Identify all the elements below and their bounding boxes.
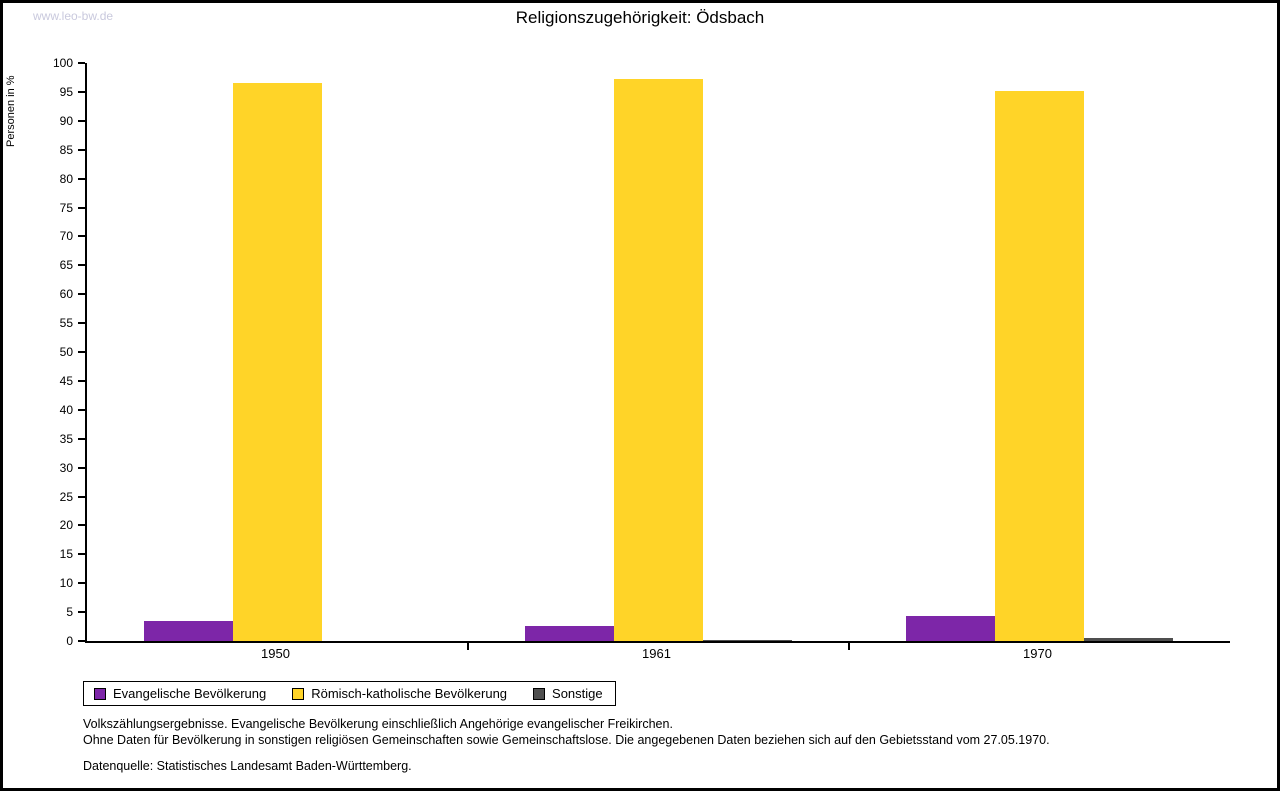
legend-item: Evangelische Bevölkerung [94,686,266,701]
y-tick [78,582,85,585]
bar [703,640,792,641]
y-tick-label: 75 [59,200,73,215]
y-tick [78,235,85,238]
y-tick [78,264,85,267]
y-tick-label: 60 [59,287,73,302]
legend-label: Evangelische Bevölkerung [113,686,267,701]
y-tick [78,495,85,498]
y-tick [78,62,85,64]
y-tick-label: 5 [66,605,73,620]
y-tick-label: 45 [59,373,73,388]
footnote-source: Datenquelle: Statistisches Landesamt Bad… [83,759,412,773]
y-tick [78,524,85,527]
x-tick-label: 1961 [642,646,671,661]
y-tick-label: 100 [52,56,73,70]
y-tick [78,119,85,122]
x-axis-labels: 1950 1961 1970 [85,646,1228,662]
bar [995,90,1084,641]
legend-item: Römisch-katholische Bevölkerung [292,686,507,701]
y-tick [78,408,85,411]
bar [233,83,322,641]
x-tick-label: 1970 [1023,646,1052,661]
y-tick-label: 25 [59,489,73,504]
legend-label: Sonstige [552,686,603,701]
x-tick [467,643,469,650]
y-tick-label: 65 [59,258,73,273]
y-tick [78,351,85,353]
y-tick [78,640,85,642]
watermark: www.leo-bw.de [33,9,114,23]
y-tick-label: 95 [59,84,73,99]
y-tick-label: 35 [59,431,73,446]
legend-swatch [533,687,546,700]
y-tick [78,437,85,440]
y-tick-label: 55 [59,316,73,331]
y-tick [78,466,85,469]
y-tick [78,611,85,614]
y-tick-label: 30 [59,460,73,475]
y-tick-label: 80 [59,171,73,186]
legend: Evangelische Bevölkerung Römisch-katholis… [83,681,616,706]
y-tick-label: 85 [59,142,73,157]
y-tick [78,293,85,296]
y-tick-label: 15 [59,547,73,562]
footnotes: Volkszählungsergebnisse. Evangelische Be… [83,716,1050,774]
legend-swatch [292,687,305,700]
y-tick [78,379,85,382]
y-tick-label: 40 [59,402,73,417]
y-tick-label: 90 [59,113,73,128]
x-tick-label: 1950 [261,646,290,661]
legend-item: Sonstige [533,686,603,701]
bar [525,625,614,641]
y-tick-label: 70 [59,229,73,244]
y-tick [78,206,85,209]
bar [906,616,995,641]
footnote-line: Volkszählungsergebnisse. Evangelische Be… [83,717,673,731]
y-tick [78,177,85,180]
y-tick [78,90,85,93]
x-tick [848,643,850,650]
y-tick [78,322,85,325]
chart-title: Religionszugehörigkeit: Ödsbach [515,8,765,27]
bar [144,620,233,641]
footnote-line: Ohne Daten für Bevölkerung in sonstigen … [83,733,1050,747]
y-tick-label: 50 [59,345,73,359]
y-tick [78,148,85,151]
bar [614,78,703,641]
legend-swatch [94,687,106,700]
bar [1084,637,1173,641]
y-tick [78,553,85,556]
y-tick-label: 0 [66,634,73,648]
y-tick-label: 20 [59,518,73,533]
y-axis-label: Personen in % [5,75,17,147]
legend-label: Römisch-katholische Bevölkerung [311,686,508,701]
y-tick-label: 10 [59,576,73,591]
plot-area: 0 5 10 15 20 25 30 35 40 45 50 55 60 65 70 75 80 85 90 95 10… [53,56,1230,650]
